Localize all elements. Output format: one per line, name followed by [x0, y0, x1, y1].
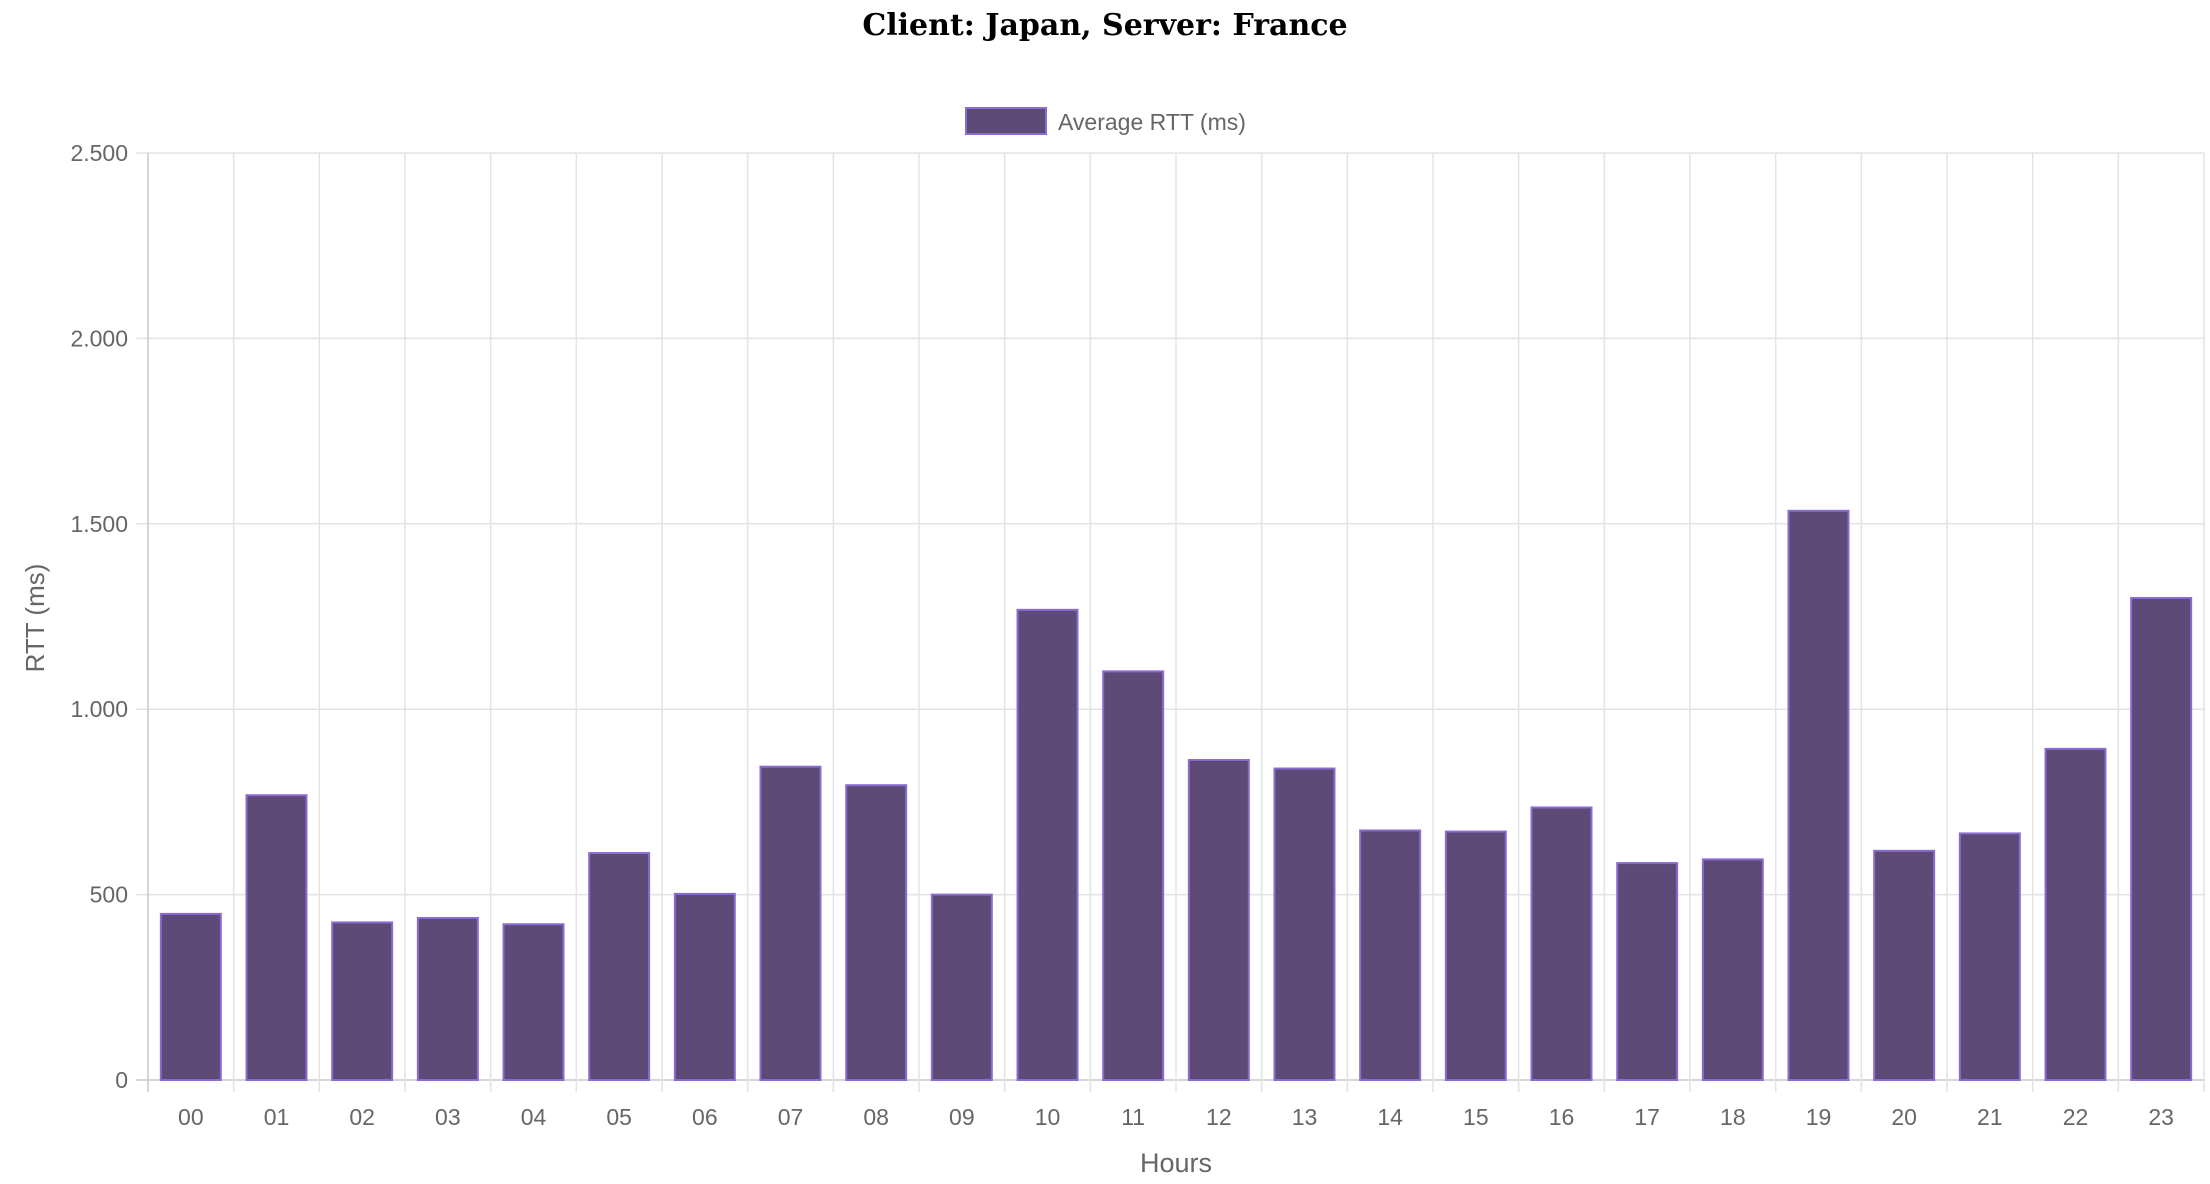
- bar[interactable]: [930, 893, 993, 1081]
- bar[interactable]: [2044, 747, 2107, 1081]
- legend-label[interactable]: Average RTT (ms): [1058, 109, 1246, 135]
- x-tick-label: 23: [2148, 1104, 2174, 1130]
- bar[interactable]: [502, 923, 565, 1081]
- legend[interactable]: Average RTT (ms): [965, 107, 1246, 135]
- bar[interactable]: [416, 916, 479, 1081]
- bar[interactable]: [245, 794, 308, 1081]
- y-tick-label: 1.000: [70, 696, 128, 722]
- bar[interactable]: [1873, 849, 1936, 1081]
- bar[interactable]: [1444, 830, 1507, 1082]
- bar[interactable]: [331, 921, 394, 1081]
- x-tick-label: 05: [606, 1104, 632, 1130]
- x-tick-label: 11: [1121, 1104, 1145, 1130]
- bar[interactable]: [845, 784, 908, 1081]
- x-tick-label: 17: [1634, 1104, 1660, 1130]
- x-tick-label: 07: [778, 1104, 804, 1130]
- x-tick-label: 01: [264, 1104, 290, 1130]
- x-tick-label: 00: [178, 1104, 204, 1130]
- bars: [159, 509, 2193, 1082]
- y-tick-label: 2.500: [70, 140, 128, 166]
- y-axis-title: RTT (ms): [20, 564, 50, 673]
- chart-title: Client: Japan, Server: France: [862, 8, 1348, 43]
- bar[interactable]: [1359, 829, 1422, 1081]
- bar[interactable]: [1701, 858, 1764, 1082]
- x-tick-label: 09: [949, 1104, 975, 1130]
- x-tick-label: 06: [692, 1104, 718, 1130]
- x-tick-label: 02: [349, 1104, 375, 1130]
- bar[interactable]: [1787, 509, 1850, 1081]
- bar[interactable]: [588, 852, 651, 1081]
- x-tick-label: 21: [1977, 1104, 2003, 1130]
- x-tick-label: 13: [1292, 1104, 1318, 1130]
- bar[interactable]: [1273, 767, 1336, 1081]
- y-tick-label: 2.000: [70, 325, 128, 351]
- bar[interactable]: [1958, 832, 2021, 1082]
- bar[interactable]: [1102, 670, 1165, 1082]
- axes: 0 500 1.000 1.500 2.000 2.500 00 01 02 03 04 05 06 07…: [70, 140, 2174, 1130]
- bar[interactable]: [159, 912, 222, 1081]
- y-tick-label: 0: [115, 1067, 128, 1093]
- y-tick-label: 1.500: [70, 511, 128, 537]
- bar[interactable]: [759, 765, 822, 1081]
- x-tick-label: 08: [863, 1104, 889, 1130]
- x-tick-label: 15: [1463, 1104, 1489, 1130]
- bar[interactable]: [1016, 608, 1079, 1082]
- y-tick-label: 500: [90, 882, 128, 908]
- x-tick-label: 16: [1549, 1104, 1575, 1130]
- x-tick-label: 12: [1206, 1104, 1232, 1130]
- grid-lines: [136, 152, 2205, 1092]
- bar[interactable]: [2130, 596, 2193, 1082]
- x-tick-label: 20: [1891, 1104, 1917, 1130]
- legend-swatch[interactable]: [965, 107, 1047, 135]
- bar[interactable]: [1616, 862, 1679, 1081]
- bar[interactable]: [673, 892, 736, 1081]
- x-tick-label: 04: [521, 1104, 547, 1130]
- x-tick-label: 22: [2063, 1104, 2089, 1130]
- x-tick-label: 19: [1806, 1104, 1832, 1130]
- x-tick-label: 10: [1035, 1104, 1061, 1130]
- x-tick-label: 03: [435, 1104, 461, 1130]
- x-tick-label: 18: [1720, 1104, 1746, 1130]
- bar[interactable]: [1530, 806, 1593, 1081]
- bar[interactable]: [1187, 758, 1250, 1081]
- x-axis-title: Hours: [1140, 1148, 1212, 1178]
- x-tick-label: 14: [1377, 1104, 1403, 1130]
